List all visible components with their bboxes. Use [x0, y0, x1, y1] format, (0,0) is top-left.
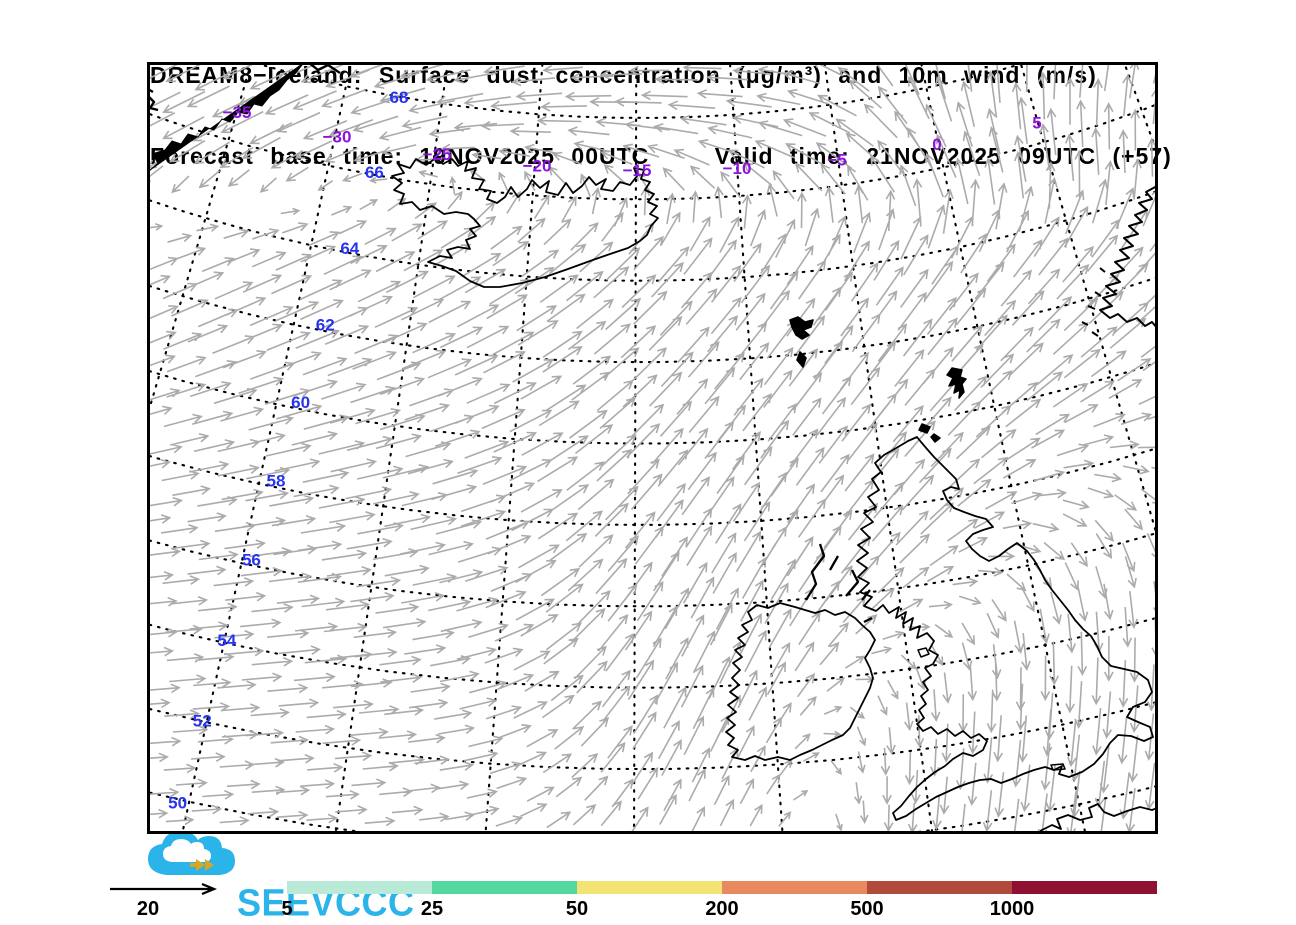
latitude-label: 50 [168, 793, 187, 812]
colorbar-segment [1012, 881, 1157, 894]
colorbar-tick: 500 [850, 898, 883, 920]
colorbar-tick: 50 [566, 898, 588, 920]
latitude-label: 66 [365, 163, 384, 182]
latitude-label: 56 [242, 551, 261, 570]
coastline-orkney [918, 423, 941, 443]
map-canvas: −35 −30 −25 −20 −15 −10 −5 0 5 68 66 64 62 60 58 56 54 52… [147, 62, 1158, 834]
longitude-label: 0 [932, 135, 941, 154]
coastline-france [1039, 803, 1155, 831]
latitude-label: 54 [217, 631, 236, 650]
coastline-shetland [946, 367, 967, 399]
colorbar-segment [722, 881, 867, 894]
latitude-label: 52 [193, 712, 212, 731]
seevccc-logo [148, 834, 235, 875]
latitude-label: 62 [316, 316, 335, 335]
coastline-norway-islands [1081, 267, 1106, 337]
colorbar-segment [287, 881, 432, 894]
coastline-faroe-south [796, 351, 807, 368]
logo-cloud-inner [163, 839, 211, 862]
logo-arrow-icon [190, 859, 214, 871]
coastline-great-britain [856, 436, 1154, 821]
colorbar: 5 25 50 200 500 1000 [281, 881, 1157, 920]
longitude-label: −5 [827, 150, 846, 169]
coastline-iceland [391, 157, 659, 288]
coastline-ireland [725, 602, 876, 761]
3.4 [150, 65, 303, 171]
colorbar-tick: 5 [281, 898, 292, 920]
graticule-grid [150, 65, 1155, 831]
latitude-label: 58 [267, 472, 286, 491]
latitude-label: 64 [340, 239, 359, 258]
longitude-label: −30 [323, 127, 352, 146]
map-subtitle: Forecast base time: 19NOV2025 00UTC Vali… [150, 143, 1172, 169]
latitude-label: 68 [390, 88, 409, 107]
coastline-faroe [789, 316, 814, 340]
colorbar-tick: 200 [705, 898, 738, 920]
longitude-label: 5 [1032, 114, 1041, 133]
coastline-norway [1099, 185, 1155, 328]
coastline-greenland-islands [150, 65, 341, 112]
longitude-label: −25 [423, 145, 452, 164]
wind-reference-arrow [110, 882, 217, 896]
longitude-label: −15 [623, 161, 652, 180]
wind-reference-value: 20 [137, 898, 159, 920]
wind-arrows [150, 65, 1155, 831]
colorbar-tick: 1000 [990, 898, 1035, 920]
map-inner [150, 65, 1155, 831]
colorbar-segment [867, 881, 1012, 894]
longitude-label: −35 [223, 103, 252, 122]
coastline-isle-of-man [917, 647, 930, 658]
coastline-isle-of-wight [1050, 763, 1066, 771]
longitude-label: −10 [723, 159, 752, 178]
longitude-label: −20 [523, 156, 552, 175]
coastline-hebrides [805, 543, 873, 624]
latitude-labels: 68 66 64 62 60 58 56 54 52 50 [168, 88, 408, 812]
latitude-label: 60 [291, 393, 310, 412]
colorbar-segment [577, 881, 722, 894]
colorbar-segment [432, 881, 577, 894]
map-border [147, 62, 1158, 834]
colorbar-tick: 25 [421, 898, 443, 920]
longitude-labels: −35 −30 −25 −20 −15 −10 −5 0 5 [223, 103, 1042, 180]
